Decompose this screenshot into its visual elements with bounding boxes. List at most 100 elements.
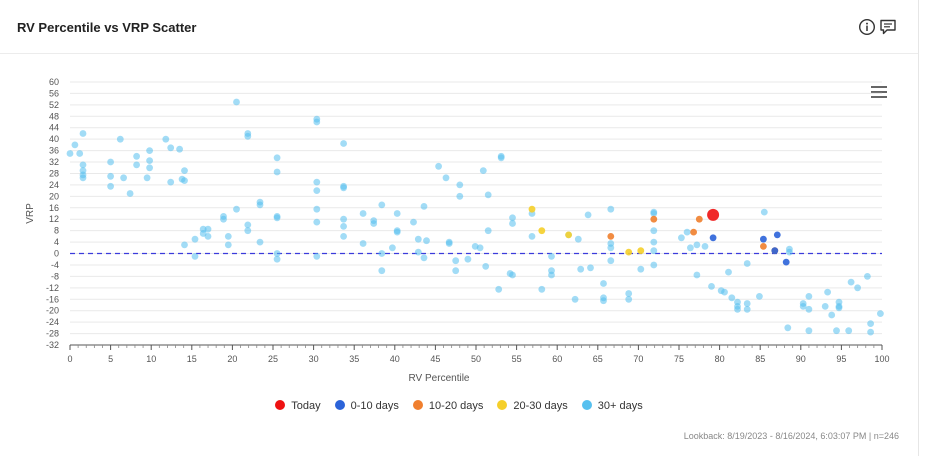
- x-tick-label: 25: [268, 354, 278, 364]
- legend-item-d0-10[interactable]: 0-10 days: [334, 400, 399, 412]
- data-point-d30-plus: [116, 135, 124, 143]
- data-point-d30-plus: [678, 234, 685, 242]
- data-point-d30-plus: [854, 284, 861, 292]
- data-point-d30-plus: [743, 300, 751, 307]
- data-point-d30-plus: [233, 98, 240, 106]
- data-point-d30-plus: [577, 265, 585, 273]
- legend-item-d30-plus[interactable]: 30+ days: [581, 400, 643, 412]
- data-point-d30-plus: [650, 210, 658, 217]
- data-point-d30-plus: [146, 157, 154, 164]
- data-point-d20-30: [565, 231, 572, 239]
- data-point-d30-plus: [721, 288, 728, 296]
- data-point-d30-plus: [784, 324, 792, 332]
- data-point-d30-plus: [191, 235, 199, 243]
- data-point-d30-plus: [71, 141, 79, 149]
- data-point-d30-plus: [244, 221, 252, 229]
- data-point-d30-plus: [650, 238, 658, 246]
- y-tick-label: 32: [49, 157, 59, 167]
- data-point-d30-plus: [650, 247, 658, 255]
- data-point-d30-plus: [484, 191, 492, 199]
- y-tick-label: 4: [54, 237, 59, 247]
- data-point-d30-plus: [847, 278, 855, 286]
- info-icon[interactable]: [858, 18, 876, 36]
- legend-item-d10-20[interactable]: 10-20 days: [412, 400, 483, 412]
- data-point-d30-plus: [313, 118, 321, 126]
- data-point-d30-plus: [509, 214, 516, 222]
- data-point-d30-plus: [805, 305, 813, 313]
- data-point-d30-plus: [743, 305, 751, 313]
- data-point-d30-plus: [509, 220, 516, 227]
- data-point-d30-plus: [452, 257, 460, 265]
- data-point-d30-plus: [600, 297, 607, 305]
- y-tick-label: -4: [51, 260, 59, 270]
- data-point-d30-plus: [833, 327, 840, 335]
- legend-item-today[interactable]: Today: [275, 400, 321, 412]
- data-point-d30-plus: [420, 203, 428, 210]
- x-tick-label: 60: [552, 354, 562, 364]
- data-point-d30-plus: [273, 255, 281, 263]
- data-point-d10-20: [695, 215, 703, 223]
- data-point-d30-plus: [805, 293, 813, 300]
- data-point-d20-30: [538, 227, 546, 235]
- data-point-d30-plus: [199, 225, 207, 233]
- data-point-d30-plus: [224, 233, 232, 240]
- data-point-d10-20: [650, 215, 658, 223]
- data-point-d30-plus: [273, 168, 281, 176]
- data-point-d30-plus: [181, 167, 188, 174]
- data-point-d30-plus: [204, 225, 212, 233]
- hamburger-menu-icon[interactable]: [871, 86, 887, 100]
- data-point-d30-plus: [313, 187, 321, 194]
- data-point-d30-plus: [273, 214, 281, 222]
- comment-icon[interactable]: [879, 18, 897, 36]
- y-tick-label: 28: [49, 168, 59, 178]
- data-point-d0-10: [771, 247, 779, 255]
- data-point-d30-plus: [864, 273, 871, 280]
- data-point-d30-plus: [743, 260, 751, 267]
- y-tick-label: 20: [49, 191, 59, 201]
- data-point-d30-plus: [107, 172, 114, 180]
- y-tick-label: 36: [49, 146, 59, 156]
- y-tick-label: 56: [49, 88, 59, 98]
- data-point-d30-plus: [835, 304, 843, 312]
- data-point-d30-plus: [107, 158, 114, 166]
- data-point-d30-plus: [133, 161, 141, 169]
- data-point-d30-plus: [340, 223, 347, 230]
- data-point-d30-plus: [370, 220, 378, 227]
- data-point-d30-plus: [867, 328, 874, 336]
- data-point-d30-plus: [479, 167, 487, 174]
- x-tick-label: 10: [146, 354, 156, 364]
- data-point-d30-plus: [420, 254, 428, 262]
- data-point-d20-30: [528, 205, 536, 213]
- x-tick-label: 15: [187, 354, 197, 364]
- data-point-d30-plus: [509, 271, 516, 279]
- data-point-d30-plus: [79, 171, 87, 179]
- data-point-d30-plus: [877, 310, 884, 317]
- data-point-d30-plus: [359, 210, 367, 217]
- data-point-d30-plus: [107, 182, 114, 190]
- data-point-d30-plus: [650, 227, 658, 235]
- data-point-d30-plus: [126, 190, 134, 197]
- data-point-d30-plus: [393, 228, 401, 236]
- data-point-d30-plus: [273, 250, 281, 257]
- data-point-d30-plus: [340, 215, 347, 223]
- y-tick-label: -12: [46, 283, 59, 293]
- y-tick-label: -24: [46, 317, 59, 327]
- y-tick-label: 44: [49, 123, 59, 133]
- data-point-d30-plus: [637, 265, 645, 273]
- data-point-d30-plus: [456, 181, 464, 189]
- legend-item-d20-30[interactable]: 20-30 days: [497, 400, 568, 412]
- data-point-d30-plus: [445, 240, 453, 247]
- x-tick-label: 40: [390, 354, 400, 364]
- y-tick-label: -20: [46, 306, 59, 316]
- data-point-d30-plus: [607, 257, 615, 265]
- data-point-d30-plus: [79, 130, 87, 137]
- legend-label: 20-30 days: [513, 400, 568, 412]
- data-point-d30-plus: [313, 178, 321, 186]
- data-point-d30-plus: [528, 233, 536, 240]
- y-tick-label: -28: [46, 329, 59, 339]
- data-point-d30-plus: [414, 235, 422, 243]
- data-point-d30-plus: [600, 280, 607, 287]
- data-point-d30-plus: [146, 147, 154, 154]
- data-point-d30-plus: [76, 150, 84, 157]
- data-point-d30-plus: [701, 243, 709, 250]
